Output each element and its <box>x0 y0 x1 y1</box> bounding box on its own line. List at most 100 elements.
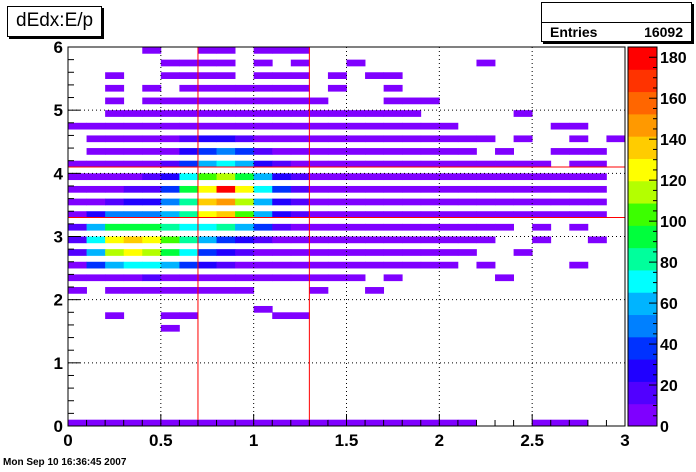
heatmap-bin <box>216 84 236 92</box>
heatmap-bin <box>216 122 236 130</box>
heatmap-bin <box>365 236 385 244</box>
heatmap-bin <box>327 419 347 427</box>
heatmap-bin <box>439 223 459 231</box>
x-tick-label: 2.5 <box>520 431 544 450</box>
heatmap-bin <box>235 185 255 193</box>
heatmap-bin <box>160 223 180 231</box>
heatmap-bin <box>86 185 106 193</box>
heatmap-bin <box>476 261 496 269</box>
heatmap-bin <box>290 97 310 105</box>
heatmap-bin <box>86 223 106 231</box>
palette-swatch <box>628 113 657 137</box>
heatmap-bin <box>142 185 162 193</box>
stats-box: Entries 16092 <box>541 2 692 42</box>
heatmap-bin <box>365 185 385 193</box>
heatmap-bin <box>457 160 477 168</box>
heatmap-bin <box>235 198 255 206</box>
palette-swatch <box>628 403 657 427</box>
heatmap-bin <box>420 261 440 269</box>
heatmap-bin <box>197 185 217 193</box>
x-tick-label: 0.5 <box>149 431 173 450</box>
heatmap-bin <box>105 185 125 193</box>
heatmap-bin <box>290 122 310 130</box>
heatmap-bin <box>439 135 459 143</box>
heatmap-bin <box>216 185 236 193</box>
heatmap-bin <box>457 185 477 193</box>
heatmap-bin <box>253 419 273 427</box>
heatmap-bin <box>86 261 106 269</box>
heatmap-bin <box>235 148 255 155</box>
heatmap-bin <box>346 249 366 256</box>
heatmap-bin <box>253 185 273 193</box>
heatmap-bin <box>123 211 143 218</box>
heatmap-bin <box>105 287 125 294</box>
heatmap-bin <box>179 59 199 67</box>
heatmap-bin <box>290 198 310 206</box>
heatmap-bin <box>309 236 329 244</box>
heatmap-bin <box>160 59 180 67</box>
heatmap-bin <box>290 173 310 181</box>
heatmap-bin <box>309 274 329 282</box>
heatmap-bin <box>253 249 273 256</box>
heatmap-bin <box>346 261 366 269</box>
heatmap-bin <box>383 122 403 130</box>
heatmap-bin <box>272 84 292 92</box>
heatmap-bin <box>365 287 385 294</box>
palette-swatch <box>628 359 657 382</box>
palette-frame <box>627 46 658 427</box>
heatmap-bin <box>439 249 459 256</box>
timestamp: Mon Sep 10 16:36:45 2007 <box>3 457 127 468</box>
heatmap-bin <box>309 122 329 130</box>
heatmap-bin <box>327 185 347 193</box>
heatmap-bin <box>420 198 440 206</box>
heatmap-bin <box>253 97 273 105</box>
heatmap-bin <box>253 148 273 155</box>
heatmap-bin <box>160 249 180 256</box>
palette-swatch <box>628 203 657 226</box>
heatmap-bin <box>197 72 217 79</box>
heatmap-bin <box>457 223 477 231</box>
heatmap-bin <box>105 249 125 256</box>
heatmap-bin <box>327 84 347 92</box>
heatmap-bin <box>569 198 589 206</box>
heatmap-bin <box>569 261 589 269</box>
heatmap-bin <box>142 223 162 231</box>
heatmap-bin <box>309 261 329 269</box>
heatmap-bin <box>160 274 180 282</box>
heatmap-bin <box>123 236 143 244</box>
heatmap-bin <box>68 173 87 181</box>
heatmap-bin <box>309 148 329 155</box>
heatmap-bin <box>179 148 199 155</box>
palette-swatch <box>628 225 657 249</box>
heatmap-bin <box>457 236 477 244</box>
heatmap-bin <box>457 148 477 155</box>
heatmap-bin <box>402 110 422 117</box>
heatmap-bin <box>532 236 552 244</box>
heatmap-bin <box>216 97 236 105</box>
heatmap-bin <box>272 47 292 54</box>
heatmap-bin <box>216 47 236 54</box>
heatmap-bin <box>327 110 347 117</box>
heatmap-bin <box>179 122 199 130</box>
heatmap-bin <box>476 59 496 67</box>
heatmap-bin <box>513 198 533 206</box>
heatmap-bin <box>290 312 310 320</box>
heatmap-bin <box>123 110 143 117</box>
heatmap-bin <box>197 274 217 282</box>
heatmap-bin <box>532 211 552 218</box>
heatmap-bin <box>495 223 514 231</box>
heatmap-bin <box>142 84 162 92</box>
palette-swatch <box>628 47 657 70</box>
heatmap-bin <box>253 160 273 168</box>
heatmap-bin <box>420 419 440 427</box>
heatmap-bin <box>160 419 180 427</box>
heatmap-bin <box>105 198 125 206</box>
heatmap-bin <box>309 287 329 294</box>
heatmap-bin <box>457 419 477 427</box>
y-tick-label: 1 <box>54 354 63 373</box>
heatmap-bin <box>216 249 236 256</box>
heatmap-bin <box>197 236 217 244</box>
heatmap-bin <box>253 236 273 244</box>
heatmap-bin <box>327 198 347 206</box>
heatmap-bin <box>179 211 199 218</box>
